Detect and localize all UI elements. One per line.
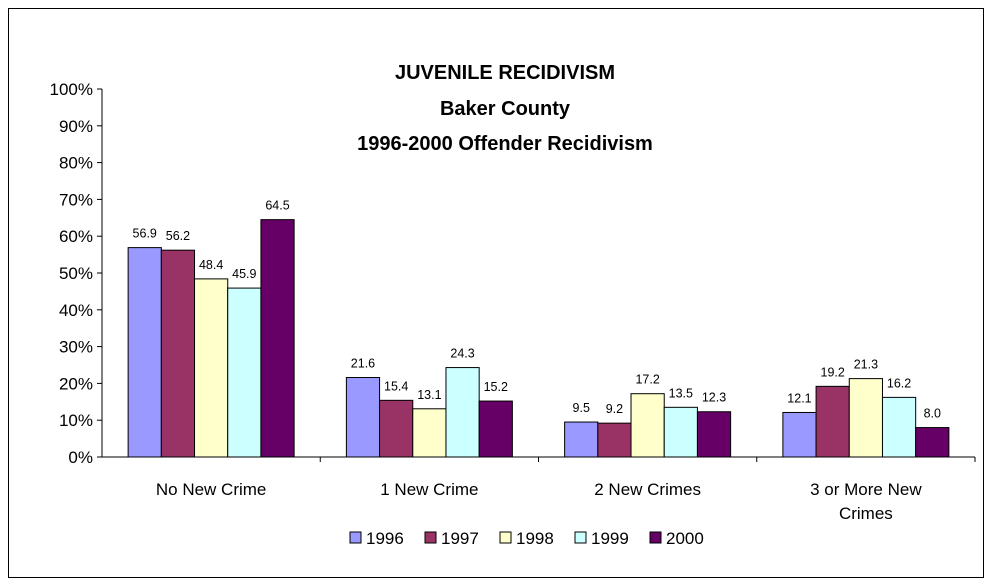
y-tick-label: 50%: [59, 264, 93, 283]
data-label-2000: 8.0: [924, 407, 941, 421]
chart-title-line: Baker County: [440, 98, 571, 120]
bar-2000: [260, 219, 295, 458]
data-labels: 56.9 56.2 48.4 45.9 64.5 21.6 15.4 13.1 24.3 15.2…: [133, 199, 941, 421]
legend-swatch-1996: [349, 531, 362, 544]
data-label-1998: 13.1: [417, 388, 441, 402]
bar-1998: [630, 393, 665, 458]
chart-title-line: 1996-2000 Offender Recidivism: [357, 133, 653, 155]
legend-swatch-2000: [649, 531, 662, 544]
data-label-1999: 24.3: [450, 347, 474, 361]
bar-2000: [915, 427, 950, 458]
data-label-1999: 16.2: [887, 376, 911, 390]
data-label-1998: 21.3: [854, 358, 878, 372]
bar-1996: [345, 377, 381, 458]
data-label-1996: 21.6: [351, 357, 375, 371]
bar-1997: [379, 399, 414, 458]
y-tick-label: 60%: [59, 227, 93, 246]
bar-2000: [478, 400, 513, 458]
data-label-1998: 17.2: [635, 373, 659, 387]
data-label-2000: 64.5: [265, 199, 289, 213]
bar-1997: [160, 249, 196, 458]
chart-title: JUVENILE RECIDIVISM Baker County 1996-2000…: [357, 62, 653, 155]
x-category-label: Crimes: [839, 504, 893, 523]
bar-1996: [782, 411, 817, 458]
y-tick-label: 80%: [59, 154, 93, 173]
chart-frame: JUVENILE RECIDIVISM Baker County 1996-2000…: [8, 8, 984, 578]
y-tick-label: 10%: [59, 411, 93, 430]
data-label-2000: 12.3: [702, 391, 726, 405]
data-label-1997: 56.2: [166, 229, 190, 243]
legend-label-1999: 1999: [591, 529, 629, 548]
y-tick-label: 0%: [68, 448, 93, 467]
y-tick-label: 30%: [59, 338, 93, 357]
bar-1998: [848, 378, 883, 458]
data-label-1998: 48.4: [199, 258, 223, 272]
y-tick-label: 20%: [59, 374, 93, 393]
legend-swatch-1998: [499, 531, 512, 544]
x-category-label: 1 New Crime: [380, 480, 478, 499]
x-category-label: 2 New Crimes: [594, 480, 701, 499]
y-axis: 0% 10% 20% 30% 40% 50% 60% 70% 80% 90% 100%: [50, 80, 103, 467]
data-label-1999: 13.5: [669, 386, 693, 400]
x-category-label: No New Crime: [156, 480, 267, 499]
y-tick-label: 90%: [59, 117, 93, 136]
legend-label-1998: 1998: [516, 529, 554, 548]
bar-1998: [412, 408, 447, 458]
data-label-1996: 12.1: [787, 391, 811, 405]
data-label-1997: 15.4: [384, 379, 408, 393]
data-label-1997: 19.2: [821, 365, 845, 379]
y-tick-label: 100%: [50, 80, 93, 99]
chart-title-line: JUVENILE RECIDIVISM: [395, 62, 615, 84]
data-label-1999: 45.9: [232, 267, 256, 281]
bar-1999: [881, 396, 917, 458]
y-tick-label: 40%: [59, 301, 93, 320]
legend-label-1997: 1997: [441, 529, 479, 548]
bar-1998: [194, 278, 229, 458]
data-label-2000: 15.2: [484, 380, 508, 394]
legend-swatch-1999: [574, 531, 587, 544]
bar-1997: [815, 385, 850, 458]
bar-1996: [127, 247, 162, 458]
bars: [127, 219, 950, 458]
y-tick-label: 70%: [59, 190, 93, 209]
bar-1999: [445, 367, 480, 458]
bar-1997: [597, 422, 632, 458]
data-label-1996: 56.9: [133, 227, 157, 241]
legend-swatch-1997: [424, 531, 437, 544]
bar-1999: [227, 287, 262, 458]
x-category-label: 3 or More New: [810, 480, 922, 499]
bar-2000: [696, 411, 732, 458]
bar-1999: [663, 406, 698, 458]
legend-label-2000: 2000: [666, 529, 704, 548]
legend: 1996 1997 1998 1999 2000: [349, 529, 704, 548]
bar-chart: JUVENILE RECIDIVISM Baker County 1996-2000…: [50, 62, 976, 548]
bar-1996: [564, 421, 599, 458]
data-label-1997: 9.2: [606, 402, 623, 416]
legend-label-1996: 1996: [366, 529, 404, 548]
x-axis: No New Crime 1 New Crime 2 New Crimes 3 or …: [102, 456, 976, 523]
data-label-1996: 9.5: [573, 401, 590, 415]
